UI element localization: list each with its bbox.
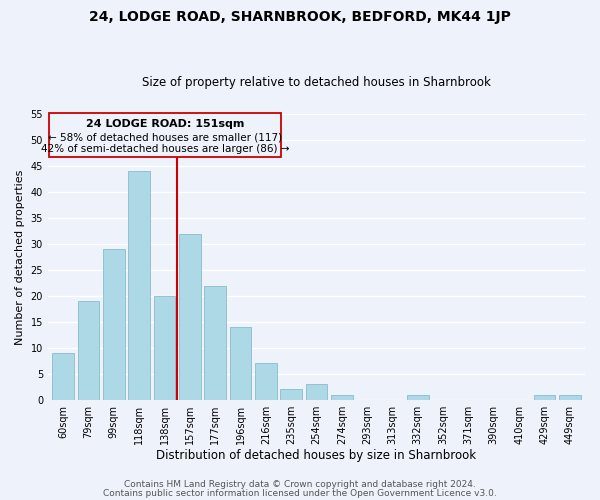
Text: Contains HM Land Registry data © Crown copyright and database right 2024.: Contains HM Land Registry data © Crown c…	[124, 480, 476, 489]
Bar	[77, 301, 99, 400]
Bar	[331, 394, 353, 400]
FancyBboxPatch shape	[49, 113, 281, 157]
Bar	[230, 327, 251, 400]
Title: Size of property relative to detached houses in Sharnbrook: Size of property relative to detached ho…	[142, 76, 491, 90]
Bar	[559, 394, 581, 400]
Text: 24, LODGE ROAD, SHARNBROOK, BEDFORD, MK44 1JP: 24, LODGE ROAD, SHARNBROOK, BEDFORD, MK4…	[89, 10, 511, 24]
Bar	[103, 249, 125, 400]
Text: Contains public sector information licensed under the Open Government Licence v3: Contains public sector information licen…	[103, 489, 497, 498]
Text: 42% of semi-detached houses are larger (86) →: 42% of semi-detached houses are larger (…	[41, 144, 289, 154]
Bar	[407, 394, 428, 400]
X-axis label: Distribution of detached houses by size in Sharnbrook: Distribution of detached houses by size …	[157, 450, 476, 462]
Bar	[154, 296, 175, 400]
Text: ← 58% of detached houses are smaller (117): ← 58% of detached houses are smaller (11…	[48, 132, 282, 142]
Bar	[255, 364, 277, 400]
Bar	[533, 394, 555, 400]
Y-axis label: Number of detached properties: Number of detached properties	[15, 170, 25, 344]
Text: 24 LODGE ROAD: 151sqm: 24 LODGE ROAD: 151sqm	[86, 120, 244, 130]
Bar	[52, 353, 74, 400]
Bar	[305, 384, 327, 400]
Bar	[280, 390, 302, 400]
Bar	[128, 172, 150, 400]
Bar	[205, 286, 226, 400]
Bar	[179, 234, 200, 400]
